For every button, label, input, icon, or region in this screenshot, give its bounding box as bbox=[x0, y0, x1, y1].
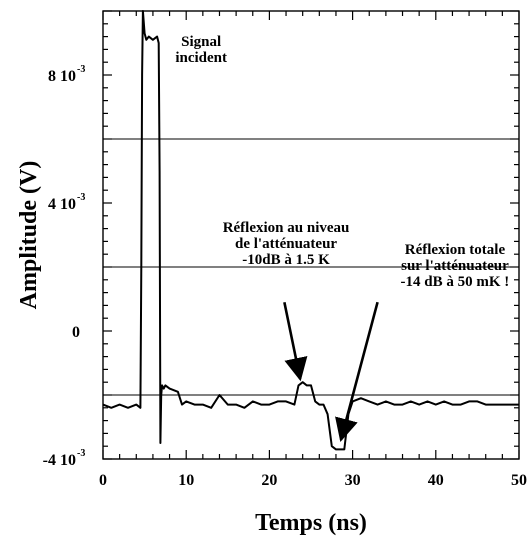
y-tick-label-group: 4 10 -3 bbox=[48, 192, 85, 213]
y-tick-label: -4 10 bbox=[43, 452, 76, 469]
annotation-arrow bbox=[283, 301, 308, 382]
x-tick-label: 30 bbox=[345, 472, 361, 489]
annotation-text: sur l'atténuateur bbox=[401, 258, 509, 274]
y-tick-labels: -4 10 -304 10 -38 10 -3 bbox=[43, 64, 86, 469]
x-tick-label: 20 bbox=[261, 472, 277, 489]
annotation-text: incident bbox=[175, 50, 227, 66]
x-tick-label: 50 bbox=[511, 472, 527, 489]
annotation-text: Réflexion au niveau bbox=[223, 220, 350, 236]
y-tick-exponent: -3 bbox=[77, 64, 85, 75]
y-tick-label-group: 8 10 -3 bbox=[48, 64, 85, 85]
annotation-arrows bbox=[283, 301, 379, 443]
annotation-text: Réflexion totale bbox=[405, 242, 506, 258]
plot-frame bbox=[102, 10, 520, 460]
horizontal-gridlines bbox=[103, 138, 519, 396]
y-tick-label: 4 10 bbox=[48, 196, 76, 213]
series-line bbox=[102, 10, 519, 451]
annotation-text: Signal bbox=[181, 34, 221, 50]
y-tick-exponent: -3 bbox=[77, 192, 85, 203]
y-tick-label: 0 bbox=[72, 324, 80, 341]
axis-ticks bbox=[102, 10, 520, 460]
annotation-text: -10dB à 1.5 K bbox=[242, 252, 330, 268]
annotation-text: de l'atténuateur bbox=[235, 236, 337, 252]
x-tick-label: 0 bbox=[99, 472, 107, 489]
x-tick-labels: 0 10 20 30 40 50 bbox=[99, 472, 527, 489]
x-tick-label: 10 bbox=[178, 472, 194, 489]
y-tick-label-group: -4 10 -3 bbox=[43, 448, 86, 469]
y-axis-label: Amplitude (V) bbox=[16, 161, 42, 310]
y-tick-label: 8 10 bbox=[48, 68, 76, 85]
y-tick-label-group: 0 bbox=[72, 324, 80, 341]
x-axis-label: Temps (ns) bbox=[255, 510, 367, 536]
y-tick-exponent: -3 bbox=[77, 448, 85, 459]
annotation-text: -14 dB à 50 mK ! bbox=[401, 274, 510, 290]
series-group bbox=[102, 10, 519, 451]
x-tick-label: 40 bbox=[428, 472, 444, 489]
annotation-arrow bbox=[335, 301, 379, 443]
